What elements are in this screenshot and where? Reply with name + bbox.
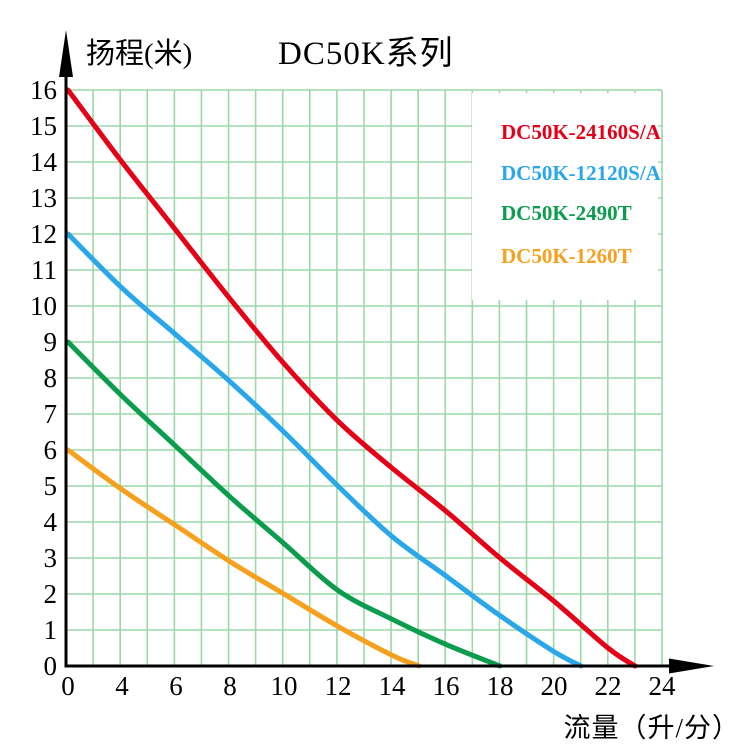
legend-item-DC50K-12120S/A: DC50K-12120S/A	[501, 161, 661, 185]
y-tick-label-4: 4	[43, 507, 58, 537]
x-tick-label-22: 22	[594, 671, 622, 701]
x-tick-label-8: 8	[223, 671, 237, 701]
y-tick-label-5: 5	[43, 471, 58, 501]
grid-lines	[66, 89, 663, 666]
y-axis-arrow-icon	[59, 30, 73, 77]
x-tick-label-16: 16	[432, 671, 460, 701]
y-tick-label-15: 15	[30, 111, 57, 141]
x-tick-label-14: 14	[378, 671, 406, 701]
y-tick-label-7: 7	[43, 399, 58, 429]
y-tick-label-2: 2	[43, 579, 58, 609]
y-tick-label-11: 11	[31, 255, 57, 285]
y-tick-label-3: 3	[43, 543, 58, 573]
x-tick-label-0: 0	[61, 671, 75, 701]
x-tick-label-10: 10	[270, 671, 298, 701]
pump-curves	[65, 87, 638, 669]
legend-background	[472, 93, 658, 300]
y-tick-label-1: 1	[43, 615, 58, 645]
y-tick-label-14: 14	[30, 147, 57, 177]
x-tick-label-20: 20	[540, 671, 568, 701]
curve-DC50K-12120S/A	[65, 231, 584, 669]
y-tick-label-6: 6	[43, 435, 58, 465]
x-tick-label-12: 12	[324, 671, 352, 701]
y-tick-label-0: 0	[43, 651, 58, 681]
y-tick-label-10: 10	[30, 291, 57, 321]
x-tick-label-24: 24	[648, 671, 676, 701]
x-axis-title: 流量（升/分）	[563, 713, 740, 743]
x-tick-label-18: 18	[486, 671, 514, 701]
curve-DC50K-24160S/A	[65, 87, 638, 669]
legend-item-DC50K-1260T: DC50K-1260T	[501, 244, 632, 268]
chart-title: DC50K系列	[278, 36, 454, 72]
curve-DC50K-2490T	[65, 339, 503, 669]
x-tick-label-6: 6	[169, 671, 183, 701]
y-tick-label-13: 13	[30, 183, 57, 213]
legend-item-DC50K-2490T: DC50K-2490T	[501, 201, 632, 225]
legend-item-DC50K-24160S/A: DC50K-24160S/A	[501, 120, 661, 144]
y-tick-label-16: 16	[30, 75, 57, 105]
y-tick-label-9: 9	[43, 327, 58, 357]
x-axis-arrow-icon	[669, 658, 714, 674]
y-tick-label-8: 8	[43, 363, 58, 393]
curve-DC50K-1260T	[65, 447, 422, 669]
y-tick-label-12: 12	[30, 219, 57, 249]
x-tick-label-4: 4	[115, 671, 129, 701]
y-axis-title: 扬程(米)	[86, 38, 193, 70]
